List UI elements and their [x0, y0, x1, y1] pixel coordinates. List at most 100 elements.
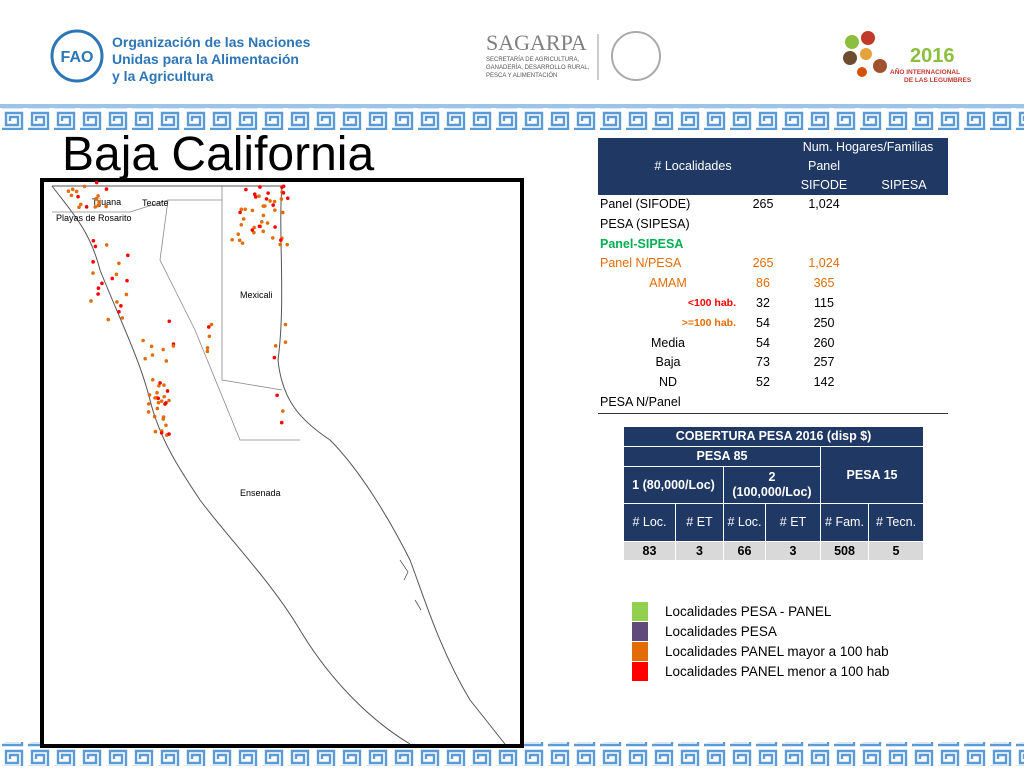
cell	[860, 215, 948, 235]
locality-dot	[119, 304, 123, 308]
value-cell: 3	[765, 541, 821, 561]
cell: 142	[813, 375, 835, 390]
year-line: AÑO INTERNACIONAL	[890, 67, 960, 76]
cell: 260	[813, 335, 835, 350]
table-row: ND 52 142	[598, 373, 948, 393]
locality-dot	[261, 204, 266, 208]
map-label: Mexicali	[240, 290, 273, 300]
row-label: <100 hab.	[687, 296, 736, 309]
locality-dot	[273, 344, 278, 348]
locality-dot	[261, 213, 266, 218]
locality-dot	[124, 292, 129, 297]
value-cell: 83	[623, 541, 676, 561]
column-row: # Loc. # ET # Loc. # ET # Fam. # Tecn.	[623, 503, 925, 542]
header-cell: 1 (80,000/Loc)	[623, 466, 724, 504]
cell	[738, 392, 788, 414]
locality-dot	[150, 353, 155, 357]
locality-dot	[281, 191, 286, 195]
header-line: 2	[768, 470, 776, 484]
cell: 365	[813, 276, 835, 291]
locality-dot	[70, 187, 75, 192]
locality-dot	[117, 261, 121, 266]
locality-dot	[252, 230, 256, 235]
locality-dot	[230, 237, 234, 242]
cell: 250	[813, 315, 835, 330]
cell: 265	[752, 197, 774, 211]
locality-dot	[261, 229, 266, 234]
locality-dot	[78, 202, 83, 207]
locality-dot	[155, 406, 160, 411]
cell	[860, 353, 948, 373]
header-line: (100,000/Loc)	[732, 485, 812, 499]
legend-swatch	[632, 662, 648, 681]
locality-dot	[283, 322, 288, 327]
value-cell: 508	[820, 541, 869, 561]
table-row: <100 hab. 32 115	[598, 294, 948, 314]
locality-dot	[265, 221, 270, 225]
cell: 32	[756, 295, 770, 310]
coverage-table: COBERTURA PESA 2016 (disp $) PESA 85 PES…	[622, 426, 925, 561]
locality-dot	[159, 399, 164, 403]
header-cell: SIFODE	[788, 176, 860, 195]
locality-dot	[167, 398, 171, 403]
locality-dot	[244, 187, 248, 192]
locality-dot	[91, 271, 95, 275]
locality-dot	[143, 356, 147, 361]
locality-dot	[161, 347, 165, 352]
locality-dot	[93, 244, 98, 249]
locality-dot	[146, 402, 151, 406]
locality-dot	[273, 208, 277, 212]
cell	[860, 334, 948, 354]
table-row: PESA (SIPESA)	[598, 215, 948, 235]
fao-text: FAO	[61, 49, 94, 66]
seal	[611, 31, 661, 81]
locality-dot	[238, 210, 242, 215]
locality-dot	[237, 238, 242, 243]
column-header: # Loc.	[623, 503, 676, 542]
locality-dot	[205, 349, 210, 354]
row-label: PESA N/Panel	[598, 392, 738, 414]
locality-dot	[114, 272, 119, 277]
locality-dot	[236, 232, 241, 236]
table-row: Media 54 260	[598, 334, 948, 354]
locality-dot	[252, 225, 257, 230]
map: Tijuana Tecate Playas de Rosarito Mexica…	[51, 180, 506, 745]
header-cell: Num. Hogares/Familias	[788, 138, 948, 157]
locality-dot	[273, 225, 277, 229]
island	[399, 559, 422, 611]
locality-dot	[167, 319, 172, 324]
column-header: # ET	[675, 503, 724, 542]
cell	[788, 235, 860, 255]
header-cell: # Localidades	[598, 138, 788, 195]
locality-dot	[239, 222, 244, 227]
locality-dot	[270, 236, 275, 240]
row-label: Baja	[655, 355, 681, 370]
row-label: AMAM	[649, 276, 687, 291]
locality-dot	[163, 402, 167, 406]
locality-dot	[162, 383, 166, 387]
locality-dot	[164, 423, 168, 428]
locality-dot	[104, 243, 109, 247]
map-label: Playas de Rosarito	[56, 213, 132, 223]
cell	[860, 314, 948, 334]
cell	[738, 235, 788, 255]
legend-label: Localidades PANEL menor a 100 hab	[665, 664, 890, 679]
locality-dot	[110, 276, 115, 281]
cell	[860, 274, 948, 294]
locality-dot	[250, 228, 255, 232]
locality-dot	[74, 189, 79, 194]
cell: 73	[756, 355, 770, 370]
locality-dot	[106, 317, 111, 322]
cell	[738, 215, 788, 235]
locality-dot	[278, 242, 283, 247]
column-header: # Fam.	[820, 503, 869, 542]
locality-dot	[257, 194, 261, 199]
row-label: >=100 hab.	[681, 316, 736, 329]
row-label: ND	[658, 375, 678, 390]
map-label: Tijuana	[92, 197, 121, 207]
sagarpa-sub: GANADERÍA, DESARROLLO RURAL,	[486, 64, 590, 71]
locality-dot	[162, 394, 166, 399]
locality-dot	[96, 292, 100, 296]
table-row: AMAM 86 365	[598, 274, 948, 294]
locality-dot	[159, 431, 164, 435]
